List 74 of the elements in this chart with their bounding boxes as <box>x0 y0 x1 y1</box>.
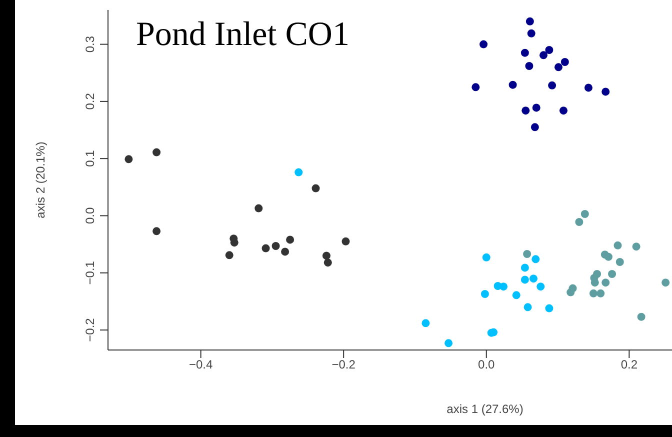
y-tick-label: −0.2 <box>83 318 97 342</box>
point <box>596 289 605 298</box>
chart-title: Pond Inlet CO1 <box>132 14 354 56</box>
point <box>545 46 554 54</box>
point <box>524 303 532 312</box>
y-tick-label: 0.1 <box>83 150 97 167</box>
x-tick-label: −0.2 <box>332 358 356 372</box>
point <box>526 17 534 26</box>
point <box>324 258 332 267</box>
point <box>584 84 592 92</box>
point <box>590 278 599 287</box>
x-axis-title: axis 1 (27.6%) <box>446 402 524 416</box>
x-tick-label: 0.2 <box>620 358 638 372</box>
point <box>523 250 532 258</box>
point <box>500 282 508 291</box>
point <box>482 253 490 262</box>
point <box>554 63 562 72</box>
point <box>580 210 589 218</box>
point <box>548 81 556 90</box>
point <box>225 251 234 260</box>
point <box>632 242 640 251</box>
y-tick-label: 0.3 <box>83 36 97 53</box>
point <box>539 51 548 60</box>
point <box>312 184 320 192</box>
point <box>530 274 538 283</box>
point <box>602 278 610 287</box>
point <box>520 48 529 57</box>
point <box>230 238 238 247</box>
point <box>616 258 624 266</box>
point <box>662 278 670 287</box>
x-tick-label: −0.4 <box>188 358 213 372</box>
point <box>322 252 330 260</box>
point <box>560 58 569 66</box>
point <box>124 155 133 164</box>
point <box>262 244 270 252</box>
point <box>520 276 529 284</box>
point <box>254 204 263 212</box>
y-axis-title: axis 2 (20.1%) <box>33 142 48 218</box>
point <box>545 304 554 312</box>
point <box>294 168 303 176</box>
point <box>152 227 161 236</box>
point <box>566 288 575 296</box>
y-tick-label: 0.2 <box>83 92 97 110</box>
point <box>602 88 610 96</box>
point <box>422 319 430 328</box>
point <box>527 29 536 38</box>
point <box>532 104 540 112</box>
point <box>281 248 290 256</box>
point <box>286 236 294 244</box>
point <box>589 289 598 298</box>
point <box>614 241 622 250</box>
y-tick-label: 0.0 <box>83 207 97 224</box>
point <box>472 83 480 92</box>
point <box>525 62 534 70</box>
point <box>530 123 539 132</box>
point <box>522 106 530 115</box>
point <box>608 270 616 278</box>
point <box>342 237 350 246</box>
point <box>152 148 161 156</box>
point <box>480 40 488 48</box>
point <box>559 106 568 115</box>
point <box>520 264 529 272</box>
y-tick-label: −0.1 <box>83 260 97 285</box>
point <box>532 255 540 264</box>
point <box>272 242 280 250</box>
point <box>575 218 584 226</box>
point <box>604 252 612 261</box>
point <box>444 339 453 348</box>
x-tick-label: 0.0 <box>478 358 496 372</box>
point <box>637 312 646 321</box>
point <box>508 80 517 89</box>
point <box>480 290 489 298</box>
point <box>536 282 545 291</box>
point <box>512 291 520 300</box>
